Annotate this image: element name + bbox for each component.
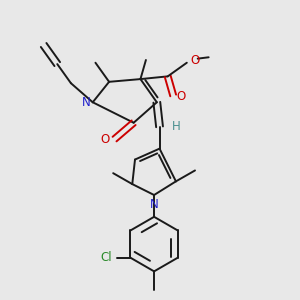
Text: N: N	[82, 96, 90, 109]
Text: O: O	[190, 53, 200, 67]
Text: O: O	[100, 133, 109, 146]
Text: H: H	[172, 120, 180, 133]
Text: Cl: Cl	[100, 251, 112, 264]
Text: N: N	[150, 198, 158, 211]
Text: O: O	[177, 90, 186, 103]
